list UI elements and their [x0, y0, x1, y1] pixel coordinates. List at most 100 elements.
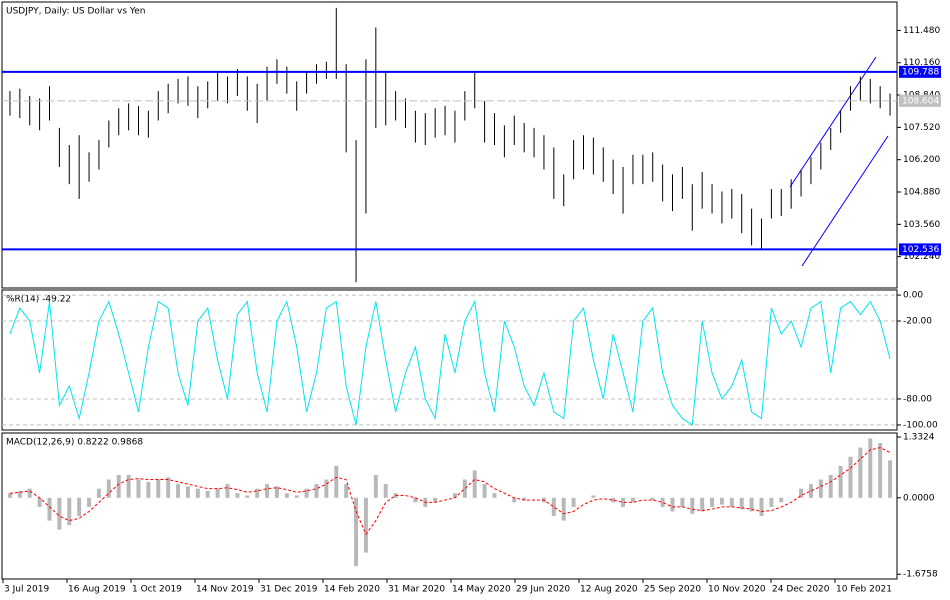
- macd-bar: [126, 474, 131, 498]
- macd-bar: [650, 497, 655, 501]
- macd-bar: [670, 497, 675, 512]
- macd-bar: [888, 460, 893, 498]
- x-tick-label: 31 Mar 2020: [388, 585, 445, 595]
- macd-bar: [176, 484, 181, 498]
- price-panel: [1, 1, 898, 289]
- x-tick-label: 12 Aug 2020: [580, 585, 638, 595]
- macd-bar: [710, 497, 715, 507]
- y-tick-label: 103.560: [903, 220, 940, 230]
- macd-bar: [838, 465, 843, 498]
- macd-bar: [146, 481, 151, 498]
- x-tick-label: 10 Feb 2021: [836, 585, 892, 595]
- level-label: 109.788: [902, 67, 939, 77]
- level-label-bg: [899, 243, 941, 256]
- macd-bar: [868, 438, 873, 498]
- x-tick-label: 14 Feb 2020: [324, 585, 380, 595]
- macd-bar: [591, 495, 596, 498]
- macd-bar: [354, 497, 359, 567]
- x-tick-label: 25 Sep 2020: [644, 585, 701, 595]
- current-label-bg: [899, 94, 941, 107]
- y-tick-label: -80.00: [903, 394, 932, 404]
- macd-bar: [166, 477, 171, 498]
- macd-bar: [363, 497, 368, 553]
- macd-bar: [195, 488, 200, 498]
- macd-bar: [660, 497, 665, 507]
- macd-bar: [344, 484, 349, 498]
- x-tick-label: 14 May 2020: [452, 585, 511, 595]
- y-tick-label: 0.00: [903, 291, 923, 301]
- wpr-panel: [1, 289, 898, 431]
- macd-panel: [1, 432, 898, 580]
- y-tick-label: -1.6758: [903, 570, 938, 580]
- y-tick-label: 107.520: [903, 123, 940, 133]
- macd-bar: [334, 465, 339, 498]
- macd-bar: [87, 497, 92, 507]
- macd-bar: [611, 497, 616, 503]
- channel-line: [801, 135, 889, 267]
- macd-bar: [739, 497, 744, 510]
- macd-bar: [729, 497, 734, 507]
- macd-bar: [680, 497, 685, 507]
- price-title: USDJPY, Daily: US Dollar vs Yen: [6, 7, 145, 17]
- macd-bar: [472, 470, 477, 498]
- level-label-bg: [899, 65, 941, 78]
- macd-bar: [571, 497, 576, 507]
- macd-bar: [106, 479, 111, 498]
- y-tick-label: 104.880: [903, 188, 940, 198]
- macd-bar: [27, 488, 32, 498]
- macd-bar: [235, 493, 240, 498]
- macd-bar: [17, 490, 22, 498]
- macd-bar: [373, 474, 378, 498]
- macd-bar: [205, 490, 210, 498]
- y-tick-label: 0.0000: [903, 493, 935, 503]
- macd-bar: [621, 497, 626, 507]
- macd-bar: [47, 497, 52, 521]
- macd-bar: [265, 484, 270, 498]
- x-tick-label: 29 Jun 2020: [516, 585, 570, 595]
- macd-bar: [858, 447, 863, 498]
- y-tick-label: 106.200: [903, 155, 940, 165]
- macd-bar: [37, 497, 42, 507]
- y-tick-label: 1.3324: [903, 432, 935, 442]
- macd-bar: [245, 495, 250, 498]
- x-tick-label: 1 Oct 2019: [132, 585, 182, 595]
- macd-bar: [96, 488, 101, 498]
- macd-bar: [136, 479, 141, 498]
- macd-bar: [522, 497, 527, 501]
- macd-bar: [482, 484, 487, 498]
- macd-bar: [878, 443, 883, 498]
- wpr-title: %R(14) -49.22: [6, 295, 71, 305]
- macd-bar: [274, 486, 279, 498]
- macd-bar: [452, 493, 457, 498]
- macd-bar: [413, 497, 418, 503]
- macd-bar: [314, 484, 319, 498]
- macd-bar: [67, 497, 72, 526]
- macd-bar: [848, 456, 853, 498]
- macd-bar: [77, 497, 82, 517]
- macd-bar: [7, 493, 12, 498]
- y-tick-label: -20.00: [903, 317, 932, 327]
- macd-bar: [512, 497, 517, 503]
- macd-bar: [304, 488, 309, 498]
- macd-title: MACD(12,26,9) 0.8222 0.9868: [6, 438, 143, 448]
- macd-bar: [215, 488, 220, 498]
- macd-bar: [759, 497, 764, 517]
- macd-bar: [324, 479, 329, 498]
- x-tick-label: 16 Aug 2019: [68, 585, 126, 595]
- macd-bar: [700, 497, 705, 512]
- macd-bar: [799, 488, 804, 498]
- x-tick-label: 14 Nov 2019: [196, 585, 254, 595]
- macd-bar: [116, 474, 121, 498]
- y-tick-label: -100.00: [903, 420, 938, 430]
- level-label: 102.536: [902, 245, 939, 255]
- y-tick-label: 102.240: [903, 252, 940, 262]
- macd-bar: [719, 497, 724, 505]
- x-tick-label: 10 Nov 2020: [708, 585, 766, 595]
- macd-bar: [690, 497, 695, 514]
- wpr-line: [9, 299, 891, 426]
- macd-bar: [156, 479, 161, 498]
- channel-line: [789, 56, 877, 188]
- macd-bar: [551, 497, 556, 517]
- x-tick-label: 24 Dec 2020: [772, 585, 830, 595]
